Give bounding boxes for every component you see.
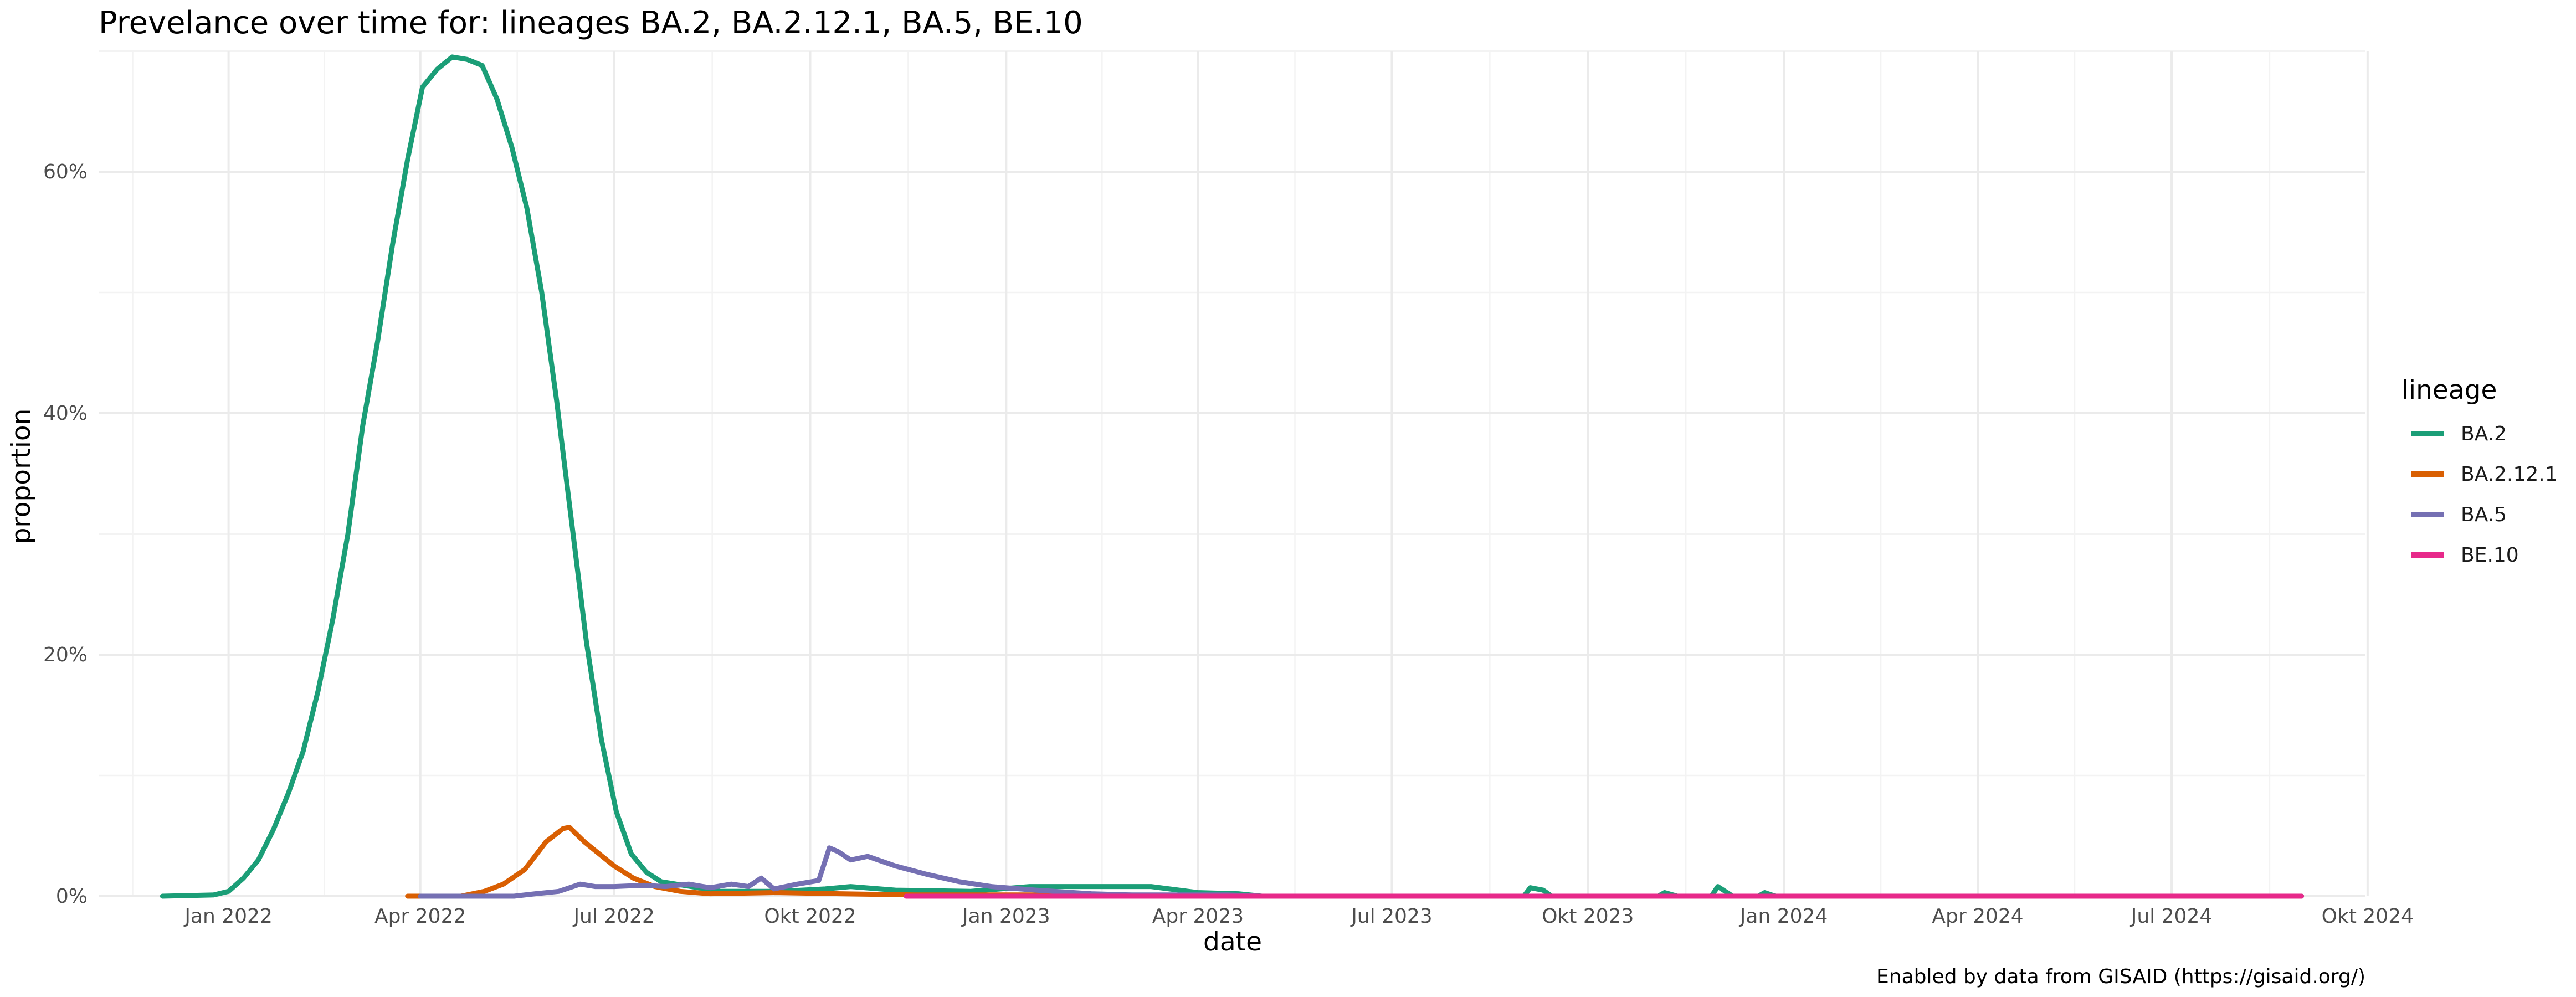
legend: lineage BA.2 BA.2.12.1 BA.5 BE.10 — [2401, 375, 2558, 567]
x-tick-label: Jul 2022 — [572, 905, 655, 928]
x-tick-label: Jan 2024 — [1739, 905, 1828, 928]
x-tick-label: Okt 2022 — [764, 905, 856, 928]
legend-label: BE.10 — [2461, 544, 2519, 567]
caption: Enabled by data from GISAID (https://gis… — [1876, 965, 2365, 988]
x-axis-title: date — [1203, 927, 1262, 957]
y-tick-label: 20% — [43, 644, 88, 666]
x-tick-label: Apr 2023 — [1152, 905, 1244, 928]
x-tick-label: Jan 2023 — [961, 905, 1050, 928]
y-axis-title: proportion — [6, 409, 37, 544]
y-tick-label: 0% — [56, 885, 88, 908]
x-tick-label: Jul 2024 — [2130, 905, 2213, 928]
x-axis-tick-labels: Jan 2022 Apr 2022 Jul 2022 Okt 2022 Jan 2023… — [183, 905, 2414, 928]
legend-label: BA.2 — [2461, 423, 2507, 445]
legend-label: BA.5 — [2461, 503, 2507, 526]
chart-title: Prevelance over time for: lineages BA.2,… — [99, 5, 1083, 41]
x-tick-label: Jul 2023 — [1350, 905, 1433, 928]
y-axis-tick-labels: 0% 20% 40% 60% — [43, 161, 88, 908]
x-tick-label: Okt 2024 — [2322, 905, 2414, 928]
y-tick-label: 60% — [43, 161, 88, 183]
legend-label: BA.2.12.1 — [2461, 463, 2558, 486]
series-line-ba-2 — [160, 54, 2305, 899]
x-tick-label: Apr 2022 — [374, 905, 466, 928]
series-line-ba-5 — [418, 845, 1265, 899]
gridlines — [99, 50, 2369, 897]
series-lines — [160, 54, 2305, 899]
legend-title: lineage — [2401, 375, 2497, 405]
y-tick-label: 40% — [43, 402, 88, 425]
x-tick-label: Okt 2023 — [1542, 905, 1634, 928]
x-tick-label: Apr 2024 — [1932, 905, 2023, 928]
x-tick-label: Jan 2022 — [183, 905, 273, 928]
